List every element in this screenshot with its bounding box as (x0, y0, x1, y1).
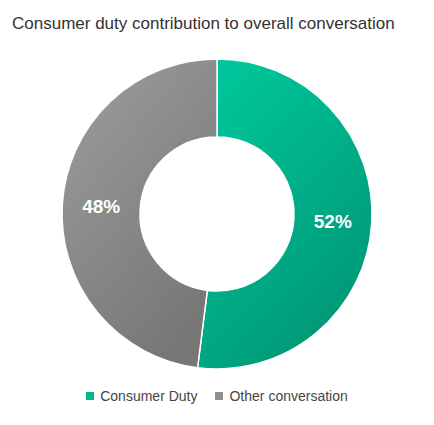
svg-text:52%: 52% (314, 211, 352, 232)
html-text:Consumer duty contribution to: Consumer duty contribution to overall co… (12, 14, 395, 33)
svg-text:48%: 48% (82, 196, 120, 217)
html-text:Consumer Duty: Consumer Duty (100, 388, 198, 404)
html-text:Other conversation: Other conversation (229, 388, 348, 404)
